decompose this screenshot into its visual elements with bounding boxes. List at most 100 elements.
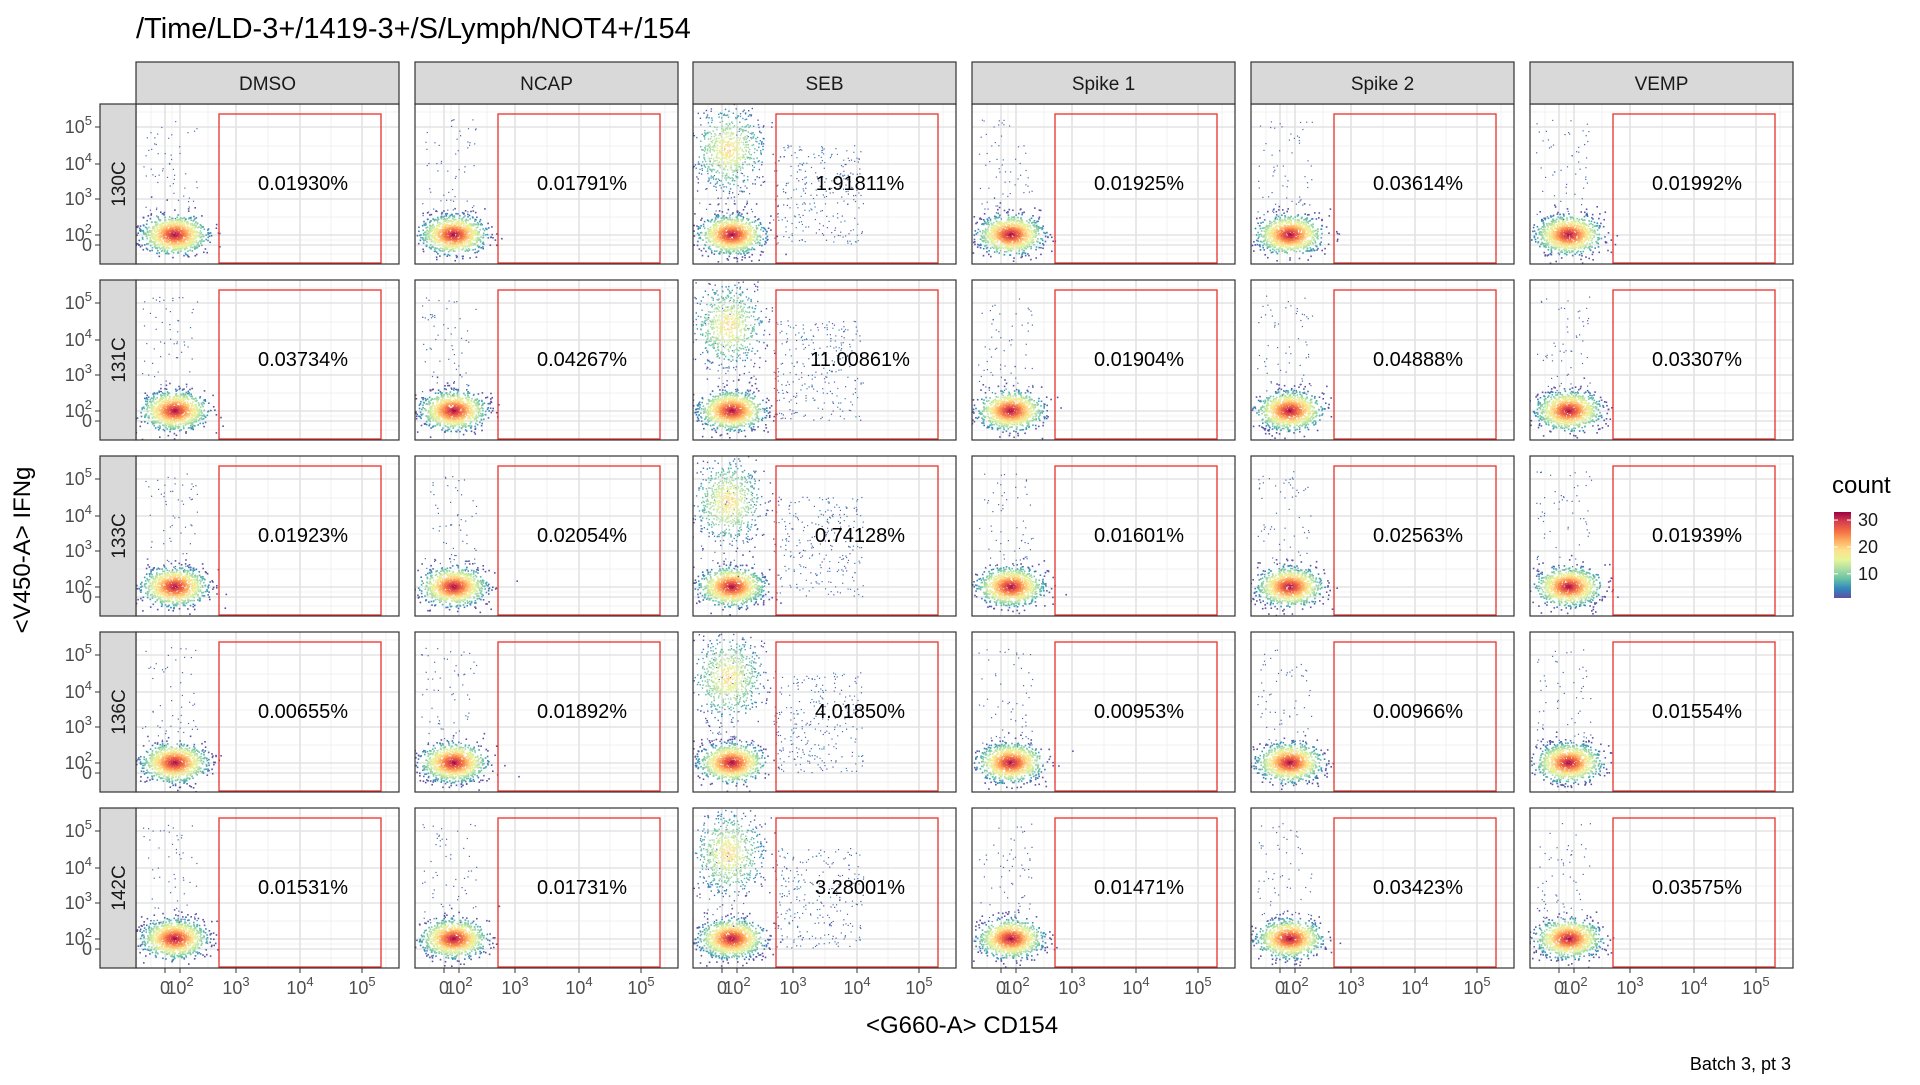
data-point <box>730 142 731 143</box>
data-point <box>734 125 735 126</box>
data-point <box>731 238 733 240</box>
data-point <box>197 235 199 237</box>
data-point <box>737 216 739 218</box>
data-point <box>723 115 724 116</box>
data-point <box>455 226 457 228</box>
data-point <box>713 224 715 226</box>
data-point <box>143 232 145 234</box>
data-point <box>456 176 457 177</box>
data-point <box>190 230 192 232</box>
data-point <box>452 248 454 250</box>
data-point <box>843 237 844 238</box>
data-point <box>736 241 738 243</box>
data-point <box>741 173 742 174</box>
data-point <box>721 198 722 199</box>
data-point <box>144 244 146 246</box>
data-point <box>447 248 449 250</box>
data-point <box>1008 250 1010 252</box>
data-point <box>477 245 479 247</box>
data-point <box>177 214 179 216</box>
data-point <box>792 233 793 234</box>
data-point <box>442 241 444 243</box>
data-point <box>447 210 448 211</box>
data-point <box>449 255 451 257</box>
data-point <box>746 147 747 148</box>
data-point <box>183 240 185 242</box>
data-point <box>436 259 438 261</box>
data-point <box>184 228 186 230</box>
data-point <box>741 244 743 246</box>
data-point <box>751 243 753 245</box>
data-point <box>722 241 724 243</box>
data-point <box>745 144 746 145</box>
data-point <box>451 126 452 127</box>
data-point <box>736 142 737 143</box>
data-point <box>727 224 729 226</box>
data-point <box>447 254 449 256</box>
data-point <box>471 228 473 230</box>
data-point <box>759 242 761 244</box>
data-point <box>446 232 448 234</box>
data-point <box>1000 243 1002 245</box>
data-point <box>755 179 756 180</box>
data-point <box>791 197 792 198</box>
data-point <box>194 235 196 237</box>
data-point <box>732 240 734 242</box>
data-point <box>139 240 141 242</box>
data-point <box>156 144 157 145</box>
data-point <box>704 235 706 237</box>
data-point <box>482 228 484 230</box>
data-point <box>727 127 728 128</box>
data-point <box>164 212 166 214</box>
data-point <box>717 221 719 223</box>
data-point <box>1025 255 1027 257</box>
data-point <box>451 225 453 227</box>
data-point <box>733 174 734 175</box>
data-point <box>166 237 168 239</box>
data-point <box>155 223 157 225</box>
data-point <box>715 141 716 142</box>
data-point <box>718 236 720 238</box>
data-point <box>207 237 209 239</box>
data-point <box>785 226 786 227</box>
data-point <box>445 230 447 232</box>
data-point <box>731 161 732 162</box>
data-point <box>737 211 739 213</box>
data-point <box>732 149 733 150</box>
data-point <box>706 241 708 243</box>
data-point <box>719 142 720 143</box>
data-point <box>746 247 748 249</box>
data-point <box>175 218 176 219</box>
data-point <box>441 239 443 241</box>
data-point <box>187 238 189 240</box>
data-point <box>714 175 715 176</box>
data-point <box>716 156 717 157</box>
data-point <box>458 150 459 151</box>
data-point <box>706 188 707 189</box>
data-point <box>716 215 718 217</box>
data-point <box>731 222 733 224</box>
data-point <box>146 243 148 245</box>
data-point <box>741 259 743 261</box>
data-point <box>718 179 719 180</box>
data-point <box>727 154 728 155</box>
data-point <box>731 225 733 227</box>
data-point <box>723 140 724 141</box>
data-point <box>855 195 856 196</box>
data-point <box>1031 246 1033 248</box>
data-point <box>800 217 801 218</box>
data-point <box>778 220 779 221</box>
data-point <box>209 242 211 244</box>
data-point <box>150 231 152 233</box>
data-point <box>729 224 731 226</box>
data-point <box>767 239 769 241</box>
data-point <box>796 227 797 228</box>
data-point <box>709 239 711 241</box>
data-point <box>845 235 846 236</box>
data-point <box>721 117 722 118</box>
data-point <box>803 190 804 191</box>
data-point <box>762 251 764 253</box>
data-point <box>723 162 724 163</box>
data-point <box>483 243 485 245</box>
data-point <box>717 160 718 161</box>
